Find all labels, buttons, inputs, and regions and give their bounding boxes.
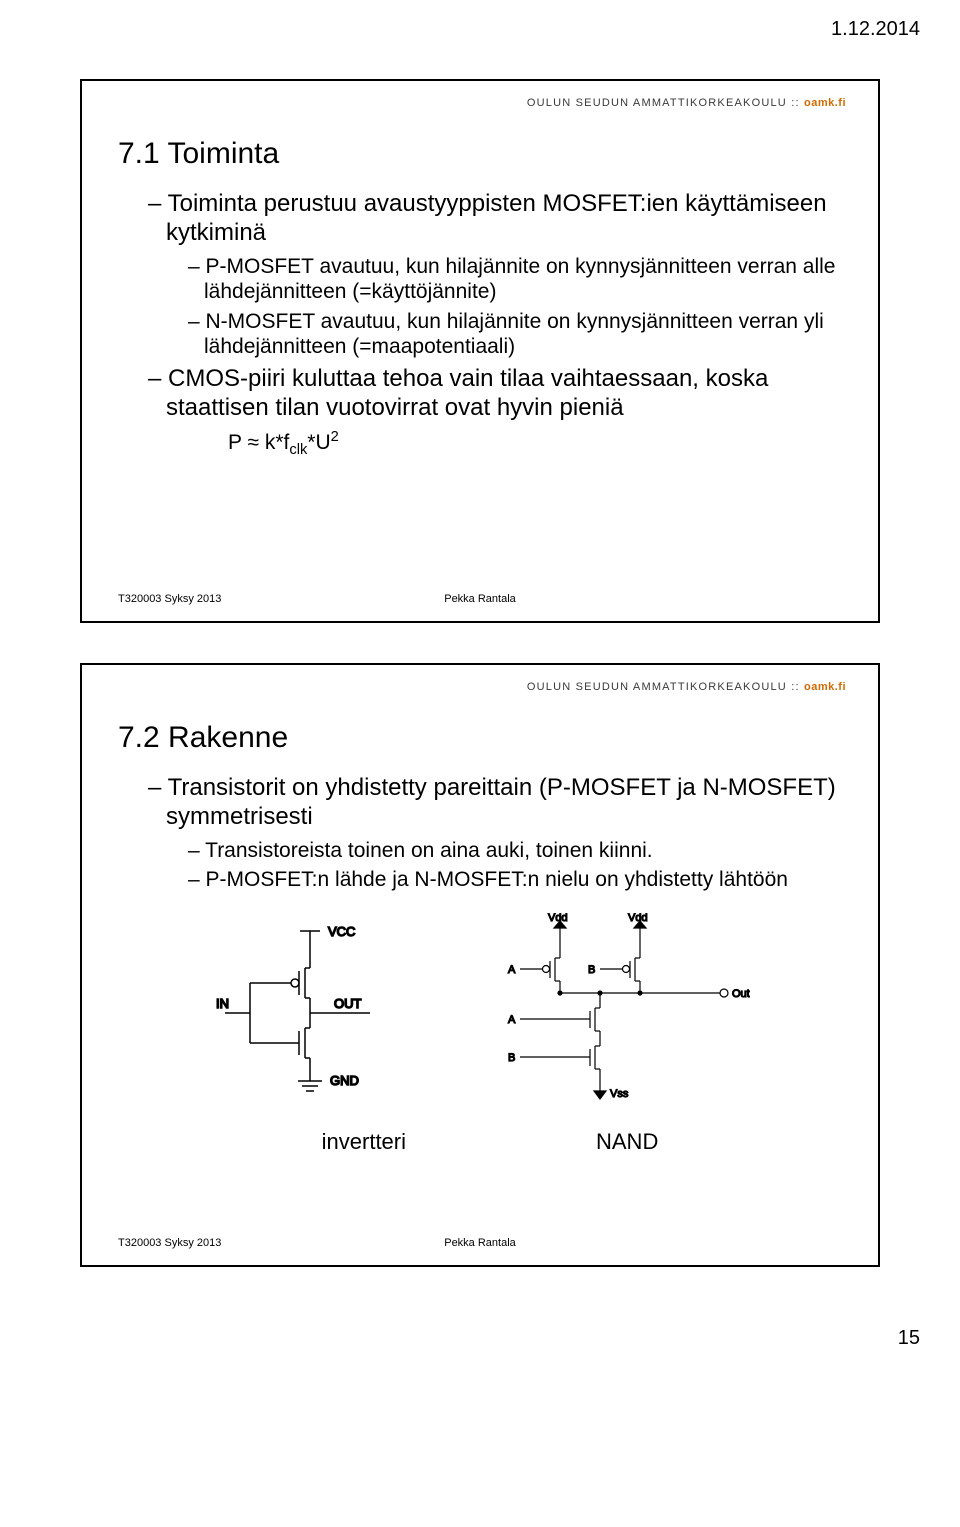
org-header-2: OULUN SEUDUN AMMATTIKORKEAKOULU :: oamk.… xyxy=(527,681,846,693)
s2-bullet-2a: Transistoreista toinen on aina auki, toi… xyxy=(188,838,842,864)
s2-bullet-1: Transistorit on yhdistetty pareittain (P… xyxy=(148,773,842,832)
svg-text:IN: IN xyxy=(216,996,229,1011)
inverter-diagram: VCC OUT xyxy=(210,913,410,1113)
diagram-labels: invertteri NAND xyxy=(118,1129,842,1155)
svg-text:A: A xyxy=(508,964,516,976)
footer-center-2: Pekka Rantala xyxy=(444,1237,516,1249)
slide2-title: 7.2 Rakenne xyxy=(118,721,842,755)
slide1-footer: T320003 Syksy 2013 Pekka Rantala xyxy=(118,593,842,605)
s2-bullet-2b: P-MOSFET:n lähde ja N-MOSFET:n nielu on … xyxy=(188,867,842,893)
s1-bullet-1: Toiminta perustuu avaustyyppisten MOSFET… xyxy=(148,189,842,248)
brand-2: oamk.fi xyxy=(804,681,846,693)
diagram-row: VCC OUT xyxy=(118,913,842,1123)
footer-left: T320003 Syksy 2013 xyxy=(118,593,221,605)
brand: oamk.fi xyxy=(804,97,846,109)
s1-bullet-1c: CMOS-piiri kuluttaa tehoa vain tilaa vai… xyxy=(148,364,842,423)
svg-text:OUT: OUT xyxy=(334,996,362,1011)
svg-text:Out: Out xyxy=(732,988,750,1000)
svg-text:Vss: Vss xyxy=(610,1088,629,1100)
label-inverter: invertteri xyxy=(322,1129,406,1155)
svg-text:B: B xyxy=(588,964,595,976)
svg-text:VCC: VCC xyxy=(328,924,355,939)
slide1-title: 7.1 Toiminta xyxy=(118,137,842,171)
svg-text:Vdd: Vdd xyxy=(548,913,568,924)
formula-pre: P ≈ k*f xyxy=(228,431,289,454)
formula-post: *U xyxy=(307,431,330,454)
s1-bullet-2a: P-MOSFET avautuu, kun hilajännite on kyn… xyxy=(188,254,842,305)
svg-text:A: A xyxy=(508,1014,516,1026)
page-date: 1.12.2014 xyxy=(0,0,960,49)
slide2-footer: T320003 Syksy 2013 Pekka Rantala xyxy=(118,1237,842,1249)
formula-sub: clk xyxy=(289,442,307,458)
s1-bullet-2b: N-MOSFET avautuu, kun hilajännite on kyn… xyxy=(188,309,842,360)
svg-text:Vdd: Vdd xyxy=(628,913,648,924)
footer-center: Pekka Rantala xyxy=(444,593,516,605)
org-text: OULUN SEUDUN AMMATTIKORKEAKOULU :: xyxy=(527,97,800,109)
slide-2: OULUN SEUDUN AMMATTIKORKEAKOULU :: oamk.… xyxy=(80,663,880,1267)
page-number: 15 xyxy=(0,1307,960,1370)
svg-text:B: B xyxy=(508,1052,515,1064)
org-header: OULUN SEUDUN AMMATTIKORKEAKOULU :: oamk.… xyxy=(527,97,846,109)
s1-formula: P ≈ k*fclk*U2 xyxy=(228,429,842,458)
nand-diagram: Vdd Vdd A xyxy=(490,913,750,1123)
svg-text:GND: GND xyxy=(330,1073,359,1088)
footer-left-2: T320003 Syksy 2013 xyxy=(118,1237,221,1249)
slide-1: OULUN SEUDUN AMMATTIKORKEAKOULU :: oamk.… xyxy=(80,79,880,623)
label-nand: NAND xyxy=(596,1129,658,1155)
formula-sup: 2 xyxy=(331,429,339,445)
org-text-2: OULUN SEUDUN AMMATTIKORKEAKOULU :: xyxy=(527,681,800,693)
